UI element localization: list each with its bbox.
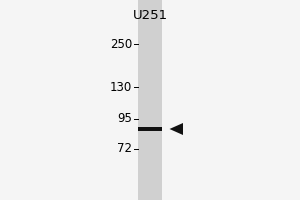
Text: 130: 130 xyxy=(110,81,132,94)
Text: 95: 95 xyxy=(117,112,132,126)
Bar xyxy=(138,127,162,131)
Bar xyxy=(162,0,300,200)
Bar xyxy=(99,0,138,200)
Text: 72: 72 xyxy=(117,142,132,156)
Polygon shape xyxy=(169,123,183,135)
Text: U251: U251 xyxy=(132,9,168,22)
Bar xyxy=(0,0,99,200)
Text: 250: 250 xyxy=(110,38,132,50)
Bar xyxy=(138,0,162,200)
